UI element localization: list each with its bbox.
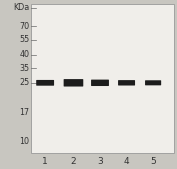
FancyBboxPatch shape (145, 80, 161, 85)
Text: 3: 3 (97, 157, 103, 166)
Text: 2: 2 (71, 157, 76, 166)
FancyBboxPatch shape (91, 80, 109, 86)
Text: 1: 1 (42, 157, 48, 166)
Text: 40: 40 (19, 50, 29, 59)
Text: 25: 25 (19, 78, 29, 87)
Text: 5: 5 (150, 157, 156, 166)
Text: KDa: KDa (13, 3, 29, 12)
Text: 10: 10 (19, 137, 29, 146)
Text: 17: 17 (19, 108, 29, 117)
FancyBboxPatch shape (118, 80, 135, 86)
FancyBboxPatch shape (64, 79, 83, 87)
Text: 55: 55 (19, 35, 29, 44)
Text: 35: 35 (19, 64, 29, 73)
Text: 70: 70 (19, 22, 29, 31)
Bar (31, 4, 174, 153)
FancyBboxPatch shape (36, 80, 54, 86)
Text: 4: 4 (124, 157, 129, 166)
